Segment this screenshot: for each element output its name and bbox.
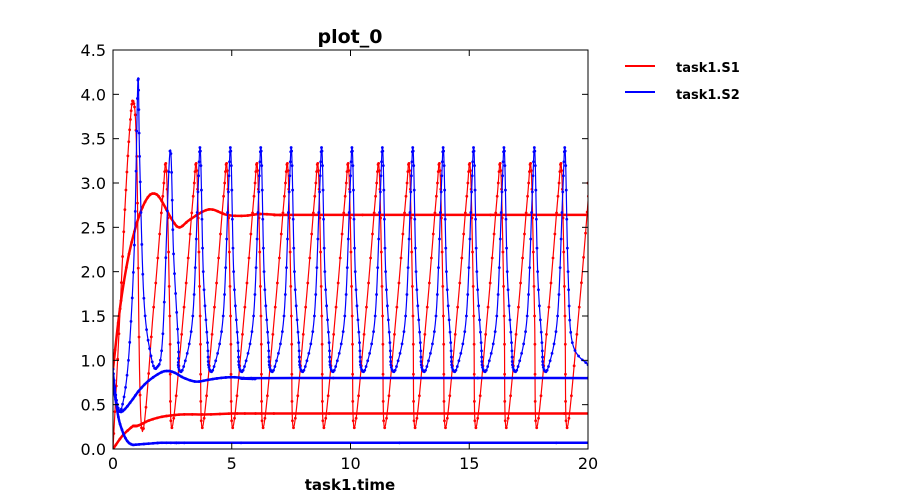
legend: task1.S1 task1.S2 xyxy=(625,61,740,103)
legend-label-s1: task1.S1 xyxy=(676,61,740,76)
x-tick-label: 5 xyxy=(227,454,237,473)
y-tick-label: 0.5 xyxy=(81,396,106,415)
s2-line-0 xyxy=(113,373,588,447)
x-axis-label: task1.time xyxy=(305,476,395,494)
s2-line-1 xyxy=(113,369,588,414)
s2-oscillation-line xyxy=(113,77,588,412)
y-tick-label: 3.5 xyxy=(81,130,106,149)
x-tick-label: 15 xyxy=(459,454,479,473)
axis-ticks: 0 5 10 15 20 0.0 0.5 1.0 1.5 2.0 2.5 3.0 3.5 4.0 4.5 xyxy=(81,41,599,473)
s1-line-0-markers xyxy=(113,412,566,449)
x-tick-label: 20 xyxy=(578,454,598,473)
s2-line-1-markers xyxy=(113,369,588,414)
y-tick-label: 4.5 xyxy=(81,41,106,60)
s2-oscillation-line-markers xyxy=(113,77,588,413)
y-tick-label: 2.0 xyxy=(81,263,106,282)
s1-oscillation-line xyxy=(113,100,588,449)
y-tick-label: 0.0 xyxy=(81,440,106,459)
chart-title: plot_0 xyxy=(318,26,383,48)
x-tick-label: 0 xyxy=(108,454,118,473)
y-tick-label: 1.0 xyxy=(81,351,106,370)
y-tick-label: 3.0 xyxy=(81,174,106,193)
y-tick-label: 1.5 xyxy=(81,307,106,326)
s2-line-0-markers xyxy=(113,372,558,447)
x-tick-label: 10 xyxy=(340,454,360,473)
y-tick-label: 4.0 xyxy=(81,85,106,104)
s1-oscillation-line-markers xyxy=(113,99,588,449)
legend-label-s2: task1.S2 xyxy=(676,88,740,103)
y-tick-label: 2.5 xyxy=(81,218,106,237)
